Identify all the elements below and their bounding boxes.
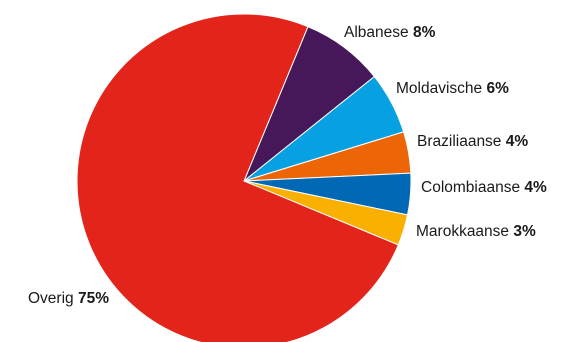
slice-percent: 4% bbox=[506, 133, 529, 150]
slice-name: Moldavische bbox=[396, 80, 486, 97]
slice-label-braziliaanse: Braziliaanse 4% bbox=[417, 133, 528, 150]
slice-name: Braziliaanse bbox=[417, 133, 506, 150]
slice-name: Albanese bbox=[344, 24, 413, 41]
slice-name: Colombiaanse bbox=[421, 179, 524, 196]
pie-slices bbox=[76, 13, 412, 342]
slice-name: Overig bbox=[28, 290, 78, 307]
slice-percent: 3% bbox=[513, 223, 536, 240]
slice-percent: 75% bbox=[78, 290, 109, 307]
slice-percent: 6% bbox=[486, 80, 509, 97]
slice-label-overig: Overig 75% bbox=[28, 290, 109, 307]
pie-labels: Albanese 8% Moldavische 6% Braziliaanse 4%… bbox=[28, 24, 547, 307]
slice-label-moldavische: Moldavische 6% bbox=[396, 80, 509, 97]
slice-name: Marokkaanse bbox=[416, 223, 513, 240]
pie-slice-overig bbox=[76, 13, 399, 342]
slice-label-colombiaanse: Colombiaanse 4% bbox=[421, 179, 547, 196]
slice-label-albanese: Albanese 8% bbox=[344, 24, 436, 41]
slice-percent: 4% bbox=[524, 179, 547, 196]
slice-label-marokkaanse: Marokkaanse 3% bbox=[416, 223, 536, 240]
slice-percent: 8% bbox=[413, 24, 436, 41]
